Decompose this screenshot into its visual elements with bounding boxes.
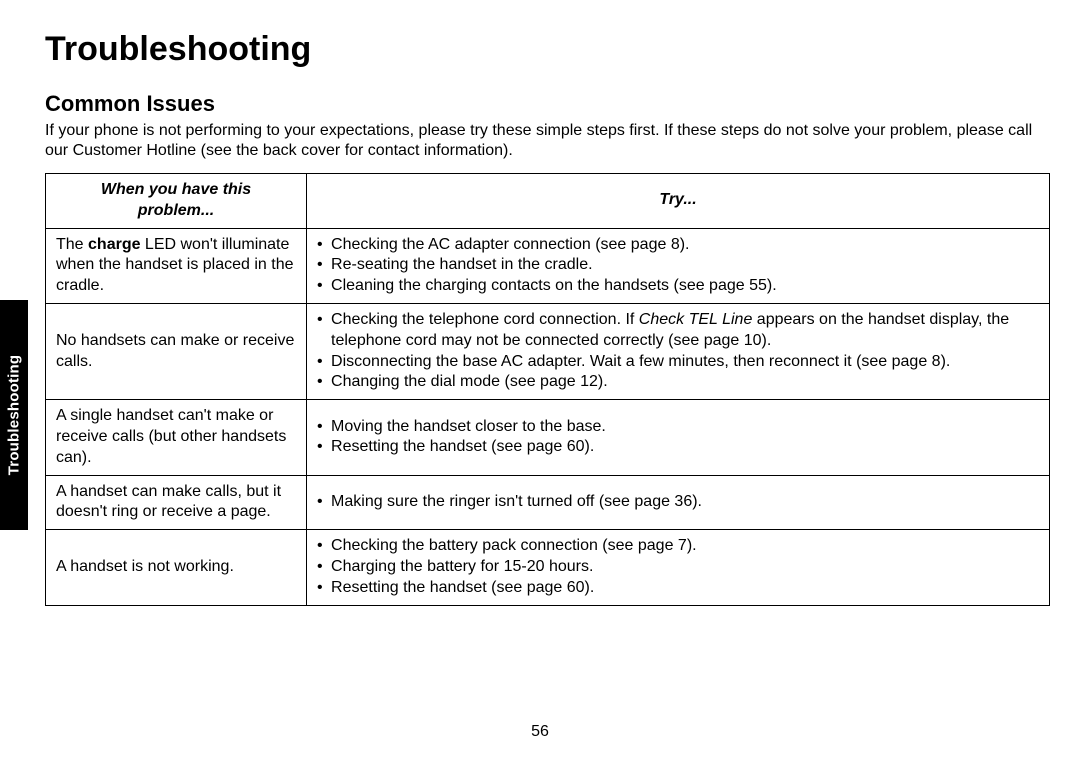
list-item: Charging the battery for 15-20 hours. [317,557,1039,578]
li-italic: Check TEL Line [639,311,753,328]
list-item: Checking the battery pack connection (se… [317,536,1039,557]
try-list: Making sure the ringer isn't turned off … [317,492,1039,513]
list-item: Changing the dial mode (see page 12). [317,372,1039,393]
table-row: The charge LED won't illuminate when the… [46,228,1050,303]
page-title: Troubleshooting [45,30,1050,69]
side-tab: Troubleshooting [0,300,28,530]
header-try: Try... [307,174,1050,229]
problem-cell: No handsets can make or receive calls. [46,303,307,399]
list-item: Cleaning the charging contacts on the ha… [317,276,1039,297]
side-tab-label: Troubleshooting [6,355,23,476]
list-item: Moving the handset closer to the base. [317,417,1039,438]
try-list: Checking the telephone cord connection. … [317,310,1039,393]
problem-cell: A single handset can't make or receive c… [46,400,307,475]
list-item: Re-seating the handset in the cradle. [317,255,1039,276]
try-cell: Moving the handset closer to the base. R… [307,400,1050,475]
try-cell: Checking the battery pack connection (se… [307,530,1050,605]
list-item: Resetting the handset (see page 60). [317,437,1039,458]
table-row: A handset can make calls, but it doesn't… [46,475,1050,530]
table-row: A single handset can't make or receive c… [46,400,1050,475]
troubleshooting-table: When you have this problem... Try... The… [45,173,1050,606]
header-problem: When you have this problem... [46,174,307,229]
try-cell: Checking the AC adapter connection (see … [307,228,1050,303]
try-cell: Making sure the ringer isn't turned off … [307,475,1050,530]
document-page: Troubleshooting Troubleshooting Common I… [0,0,1080,759]
table-header-row: When you have this problem... Try... [46,174,1050,229]
try-list: Moving the handset closer to the base. R… [317,417,1039,459]
section-subtitle: Common Issues [45,91,1050,117]
header-problem-line2: problem... [138,202,214,219]
problem-text: The [56,236,88,253]
problem-cell: A handset can make calls, but it doesn't… [46,475,307,530]
try-list: Checking the battery pack connection (se… [317,536,1039,598]
problem-cell: The charge LED won't illuminate when the… [46,228,307,303]
problem-bold: charge [88,236,140,253]
list-item: Disconnecting the base AC adapter. Wait … [317,352,1039,373]
try-cell: Checking the telephone cord connection. … [307,303,1050,399]
header-problem-line1: When you have this [101,181,251,198]
list-item: Checking the telephone cord connection. … [317,310,1039,352]
intro-paragraph: If your phone is not performing to your … [45,121,1050,161]
list-item: Resetting the handset (see page 60). [317,578,1039,599]
li-text: Checking the telephone cord connection. … [331,311,639,328]
problem-cell: A handset is not working. [46,530,307,605]
table-row: No handsets can make or receive calls. C… [46,303,1050,399]
list-item: Checking the AC adapter connection (see … [317,235,1039,256]
page-number: 56 [0,723,1080,741]
try-list: Checking the AC adapter connection (see … [317,235,1039,297]
table-row: A handset is not working. Checking the b… [46,530,1050,605]
list-item: Making sure the ringer isn't turned off … [317,492,1039,513]
